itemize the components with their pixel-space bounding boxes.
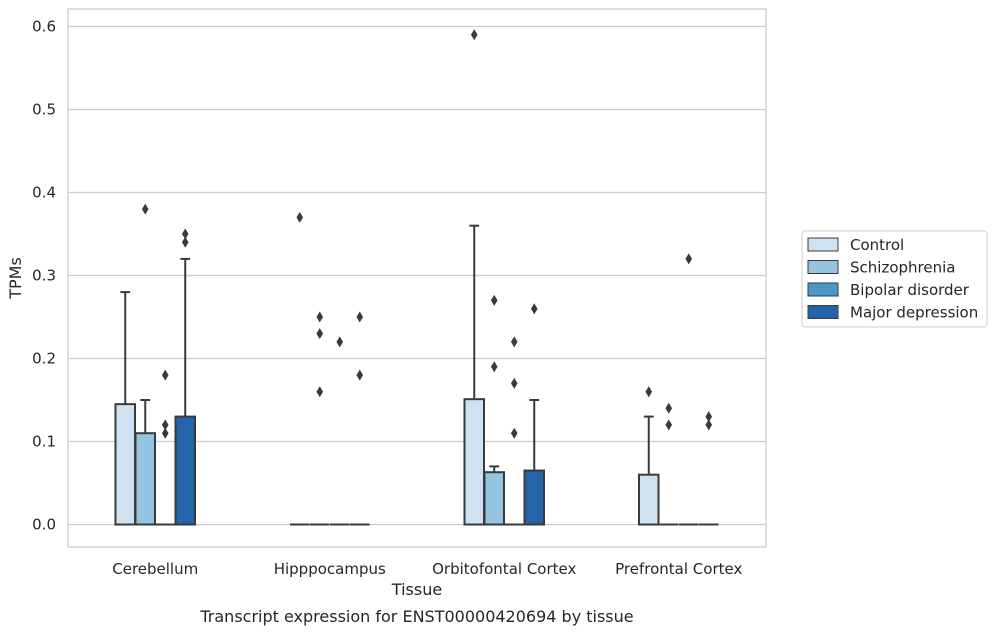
legend-swatch	[807, 260, 839, 274]
y-tick-label: 0.3	[32, 267, 56, 285]
box-1-2	[483, 294, 505, 526]
x-axis-title: Tissue	[391, 580, 442, 599]
box-body	[483, 471, 505, 526]
legend-label: Schizophrenia	[850, 259, 955, 277]
box-0-0	[114, 291, 136, 526]
box-2-2	[504, 336, 524, 526]
outlier-point	[490, 361, 498, 373]
y-tick-label: 0.4	[32, 184, 56, 202]
y-tick-label: 0.1	[32, 433, 56, 451]
outlier-point	[161, 427, 169, 439]
outlier-point	[510, 377, 518, 389]
box-body	[114, 403, 136, 526]
outlier-point	[181, 236, 189, 248]
box-body	[174, 415, 196, 526]
box-body	[463, 398, 485, 526]
outlier-point	[161, 419, 169, 431]
outlier-point	[530, 303, 538, 315]
outlier-point	[470, 29, 478, 41]
box-2-3	[679, 253, 699, 526]
box-3-0	[174, 228, 196, 526]
box-2-1	[330, 336, 350, 526]
outlier-point	[510, 336, 518, 348]
x-tick-label: Orbitofontal Cortex	[432, 560, 576, 578]
x-tick-label: Prefrontal Cortex	[615, 560, 742, 578]
outlier-point	[316, 311, 324, 323]
outlier-point	[510, 427, 518, 439]
outlier-point	[336, 336, 344, 348]
box-1-0	[134, 203, 156, 526]
box-0-3	[638, 386, 660, 526]
box-3-3	[699, 411, 719, 526]
outlier-point	[356, 311, 364, 323]
outlier-point	[296, 211, 304, 223]
box-3-1	[350, 311, 370, 526]
box-2-0	[155, 369, 175, 526]
legend-frame	[801, 230, 988, 328]
outlier-point	[316, 328, 324, 340]
x-tick-label: Cerebellum	[112, 560, 198, 578]
y-tick-label: 0.5	[32, 101, 56, 119]
box-body	[523, 469, 545, 526]
box-3-2	[523, 303, 545, 526]
box-1-3	[659, 402, 679, 526]
legend-swatch	[807, 282, 839, 297]
box-body	[638, 473, 660, 526]
outlier-point	[705, 411, 713, 423]
box-0-2	[463, 29, 485, 526]
y-tick-label: 0.0	[32, 516, 56, 534]
outlier-point	[665, 402, 673, 414]
y-tick-labels: 0.0 0.1 0.2 0.3 0.4 0.5 0.6	[32, 18, 56, 534]
outlier-point	[316, 386, 324, 398]
box-layer	[114, 29, 719, 526]
legend-swatch	[807, 237, 839, 252]
outlier-point	[161, 369, 169, 381]
box-body	[134, 432, 156, 526]
chart-caption: Transcript expression for ENST0000042069…	[199, 607, 633, 626]
legend: Control Schizophrenia Bipolar disorder Majo…	[801, 230, 988, 328]
outlier-point	[490, 294, 498, 306]
legend-label: Control	[850, 236, 904, 254]
outlier-point	[685, 253, 693, 265]
outlier-point	[356, 369, 364, 381]
legend-swatch	[807, 305, 839, 319]
legend-label: Bipolar disorder	[850, 281, 970, 299]
outlier-point	[665, 419, 673, 431]
outlier-point	[645, 386, 653, 398]
outlier-point	[141, 203, 149, 215]
y-tick-label: 0.2	[32, 350, 56, 368]
plot-frame	[67, 8, 767, 548]
grid-lines	[68, 25, 766, 526]
y-tick-label: 0.6	[32, 18, 56, 36]
legend-label: Major depression	[850, 304, 978, 322]
box-0-1	[290, 211, 310, 526]
x-tick-label: Hipppocampus	[274, 560, 386, 578]
outlier-point	[181, 228, 189, 240]
outlier-point	[705, 419, 713, 431]
x-tick-labels: Cerebellum Hipppocampus Orbitofontal Corte…	[112, 560, 742, 578]
box-1-1	[310, 311, 330, 526]
y-axis-title: TPMs	[6, 257, 25, 300]
